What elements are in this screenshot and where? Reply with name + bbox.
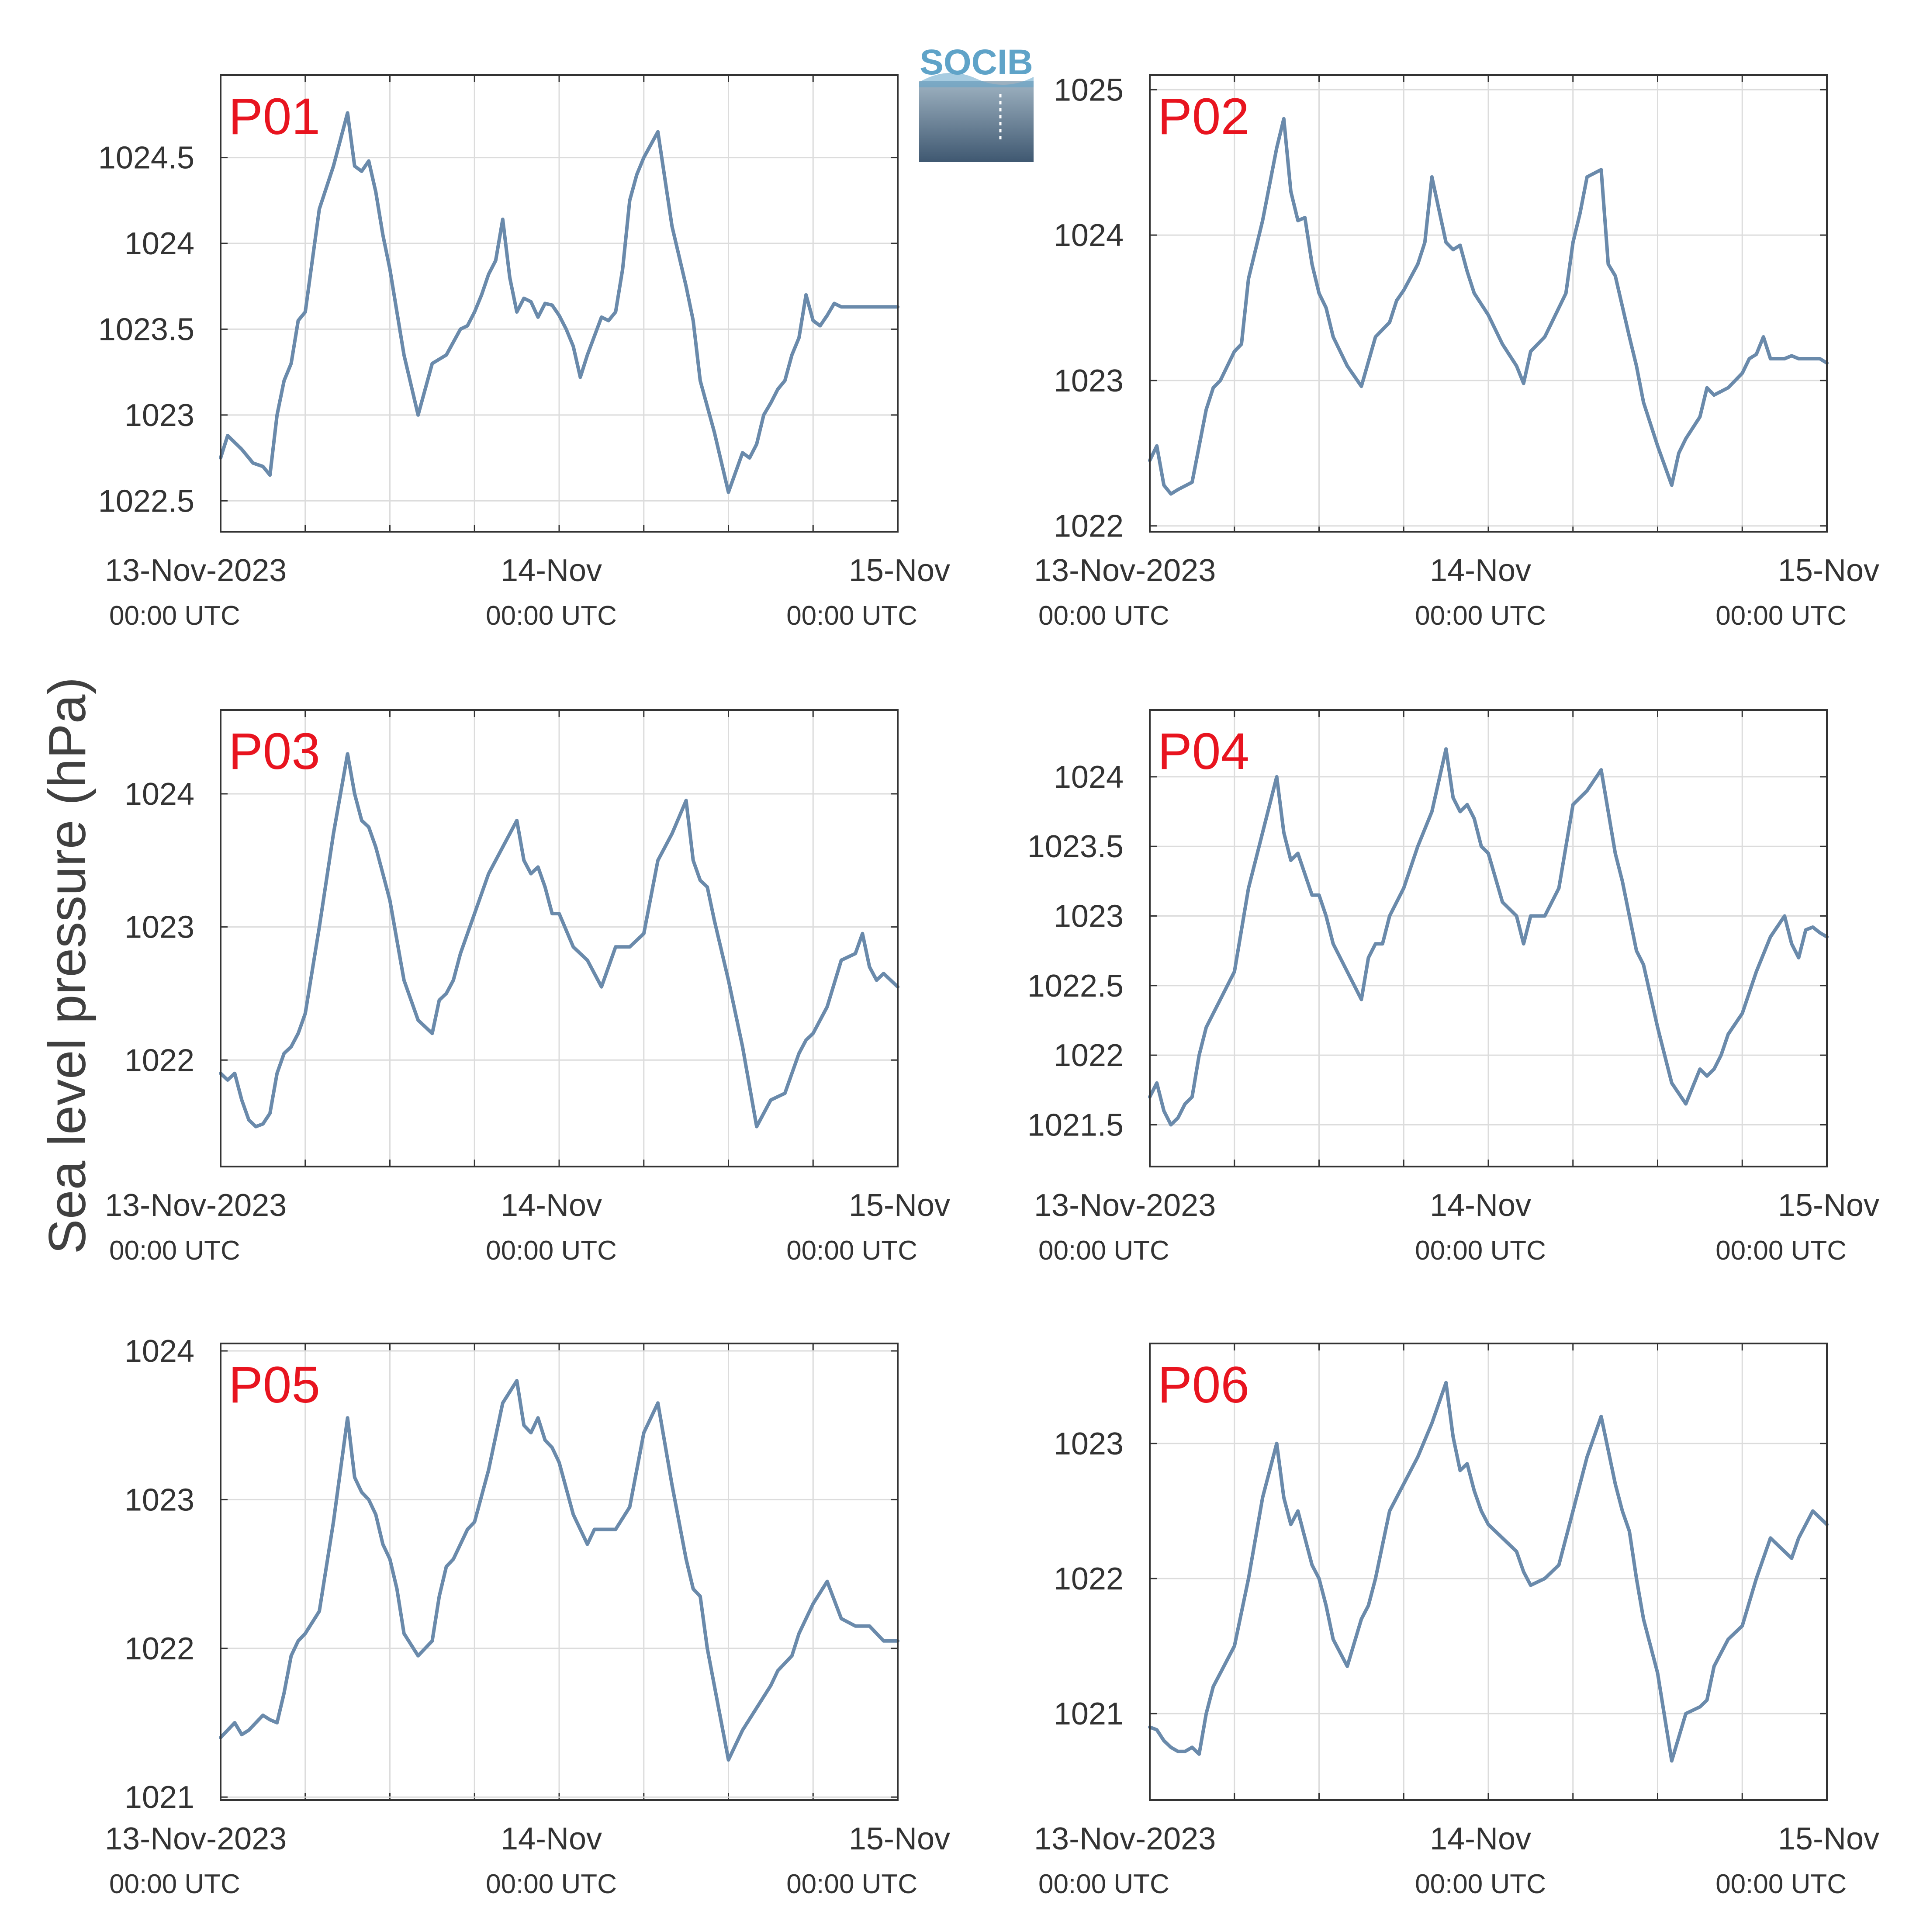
x-tick-sublabel: 00:00 UTC: [486, 1236, 617, 1266]
y-tick-label: 1024: [1054, 218, 1124, 253]
x-tick-sublabel: 00:00 UTC: [486, 1869, 617, 1899]
panel-p05: 1021 1022 1023 1024 13-Nov-2023 00:00 UTC 14-N…: [105, 1334, 950, 1899]
x-tick-sublabel: 00:00 UTC: [1715, 1869, 1847, 1899]
panel-label: P05: [228, 1356, 320, 1414]
panel-label: P03: [228, 723, 320, 780]
series-line: [1148, 1381, 1829, 1763]
series-line: [219, 1379, 899, 1762]
y-tick-label: 1023: [125, 398, 194, 433]
x-tick-sublabel: 00:00 UTC: [786, 601, 917, 631]
x-tick-label: 13-Nov-2023: [105, 553, 287, 588]
y-tick-label: 1023: [125, 910, 194, 945]
x-tick-label: 13-Nov-2023: [1034, 553, 1216, 588]
y-axis-label: Sea level pressure (hPa): [38, 677, 97, 1254]
x-tick-label: 15-Nov: [1778, 1188, 1879, 1223]
series-line: [219, 752, 899, 1129]
y-tick-label: 1023: [125, 1482, 194, 1517]
y-tick-label: 1022: [1054, 509, 1124, 544]
x-tick-sublabel: 00:00 UTC: [1415, 1869, 1546, 1899]
x-tick-label: 15-Nov: [849, 553, 950, 588]
x-tick-label: 15-Nov: [849, 1821, 950, 1856]
x-tick-label: 14-Nov: [501, 553, 602, 588]
socib-logo-wave: [919, 73, 1034, 87]
axes-frame: [1149, 709, 1828, 1167]
y-tick-label: 1021: [1054, 1697, 1124, 1731]
y-tick-label: 1022.5: [1027, 969, 1124, 1004]
x-tick-label: 14-Nov: [501, 1821, 602, 1856]
y-tick-label: 1021: [125, 1780, 194, 1815]
x-tick-label: 14-Nov: [1430, 553, 1531, 588]
y-tick-label: 1024: [125, 777, 194, 812]
socib-logo-text: SOCIB: [920, 42, 1033, 82]
panel-label: P02: [1158, 88, 1249, 145]
axes-frame: [1149, 1343, 1828, 1801]
x-tick-label: 13-Nov-2023: [105, 1821, 287, 1856]
axes-frame: [1149, 74, 1828, 533]
panel-p02: 1022 1023 1024 1025 13-Nov-2023 00:00 UTC 14-N…: [1034, 73, 1879, 631]
y-tick-label: 1021.5: [1027, 1108, 1124, 1143]
x-tick-label: 13-Nov-2023: [105, 1188, 287, 1223]
socib-logo: SOCIB: [919, 42, 1034, 162]
y-tick-label: 1022: [1054, 1562, 1124, 1596]
y-tick-label: 1025: [1054, 73, 1124, 107]
x-tick-sublabel: 00:00 UTC: [1415, 1236, 1546, 1266]
x-tick-label: 13-Nov-2023: [1034, 1821, 1216, 1856]
panel-p03: 1022 1023 1024 13-Nov-2023 00:00 UTC 14-Nov 00…: [105, 709, 950, 1266]
y-tick-label: 1023.5: [1027, 829, 1124, 864]
x-tick-label: 15-Nov: [849, 1188, 950, 1223]
y-tick-label: 1023: [1054, 364, 1124, 398]
y-tick-label: 1023: [1054, 1426, 1124, 1461]
x-tick-sublabel: 00:00 UTC: [1038, 601, 1169, 631]
x-tick-label: 15-Nov: [1778, 1821, 1879, 1856]
series-line: [219, 111, 899, 494]
x-tick-sublabel: 00:00 UTC: [1715, 601, 1847, 631]
y-tick-label: 1022.5: [98, 484, 194, 519]
x-tick-sublabel: 00:00 UTC: [109, 1236, 240, 1266]
axes-frame: [220, 74, 899, 533]
y-tick-label: 1022: [125, 1043, 194, 1078]
panel-p06: 1021 1022 1023 13-Nov-2023 00:00 UTC 14-Nov 00…: [1034, 1343, 1879, 1899]
panel-label: P04: [1158, 723, 1249, 780]
x-tick-label: 14-Nov: [501, 1188, 602, 1223]
y-tick-label: 1022: [125, 1631, 194, 1666]
y-tick-label: 1024: [1054, 760, 1124, 795]
x-tick-sublabel: 00:00 UTC: [786, 1236, 917, 1266]
x-tick-label: 15-Nov: [1778, 553, 1879, 588]
y-tick-label: 1023.5: [98, 312, 194, 347]
x-tick-sublabel: 00:00 UTC: [1415, 601, 1546, 631]
x-tick-label: 13-Nov-2023: [1034, 1188, 1216, 1223]
x-tick-sublabel: 00:00 UTC: [486, 601, 617, 631]
axes-frame: [220, 1343, 899, 1801]
x-tick-label: 14-Nov: [1430, 1821, 1531, 1856]
panel-p04: 1021.5 1022 1022.5 1023 1023.5 1024 13-Nov-202…: [1027, 709, 1879, 1266]
x-tick-sublabel: 00:00 UTC: [109, 601, 240, 631]
x-tick-sublabel: 00:00 UTC: [786, 1869, 917, 1899]
panel-label: P01: [228, 88, 320, 145]
y-tick-label: 1024.5: [98, 141, 194, 176]
x-tick-sublabel: 00:00 UTC: [1038, 1869, 1169, 1899]
x-tick-sublabel: 00:00 UTC: [1715, 1236, 1847, 1266]
panel-label: P06: [1158, 1356, 1249, 1414]
axes-frame: [220, 709, 899, 1167]
series-line: [1148, 747, 1829, 1127]
x-tick-label: 14-Nov: [1430, 1188, 1531, 1223]
y-tick-label: 1022: [1054, 1038, 1124, 1073]
panel-p01: 1022.5 1023 1023.5 1024 1024.5 13-Nov-2023 00:…: [98, 74, 950, 631]
socib-logo-block: [919, 81, 1034, 162]
y-tick-label: 1024: [125, 226, 194, 261]
x-tick-sublabel: 00:00 UTC: [109, 1869, 240, 1899]
y-tick-label: 1023: [1054, 899, 1124, 934]
y-tick-label: 1024: [125, 1334, 194, 1369]
series-line: [1148, 117, 1829, 496]
x-tick-sublabel: 00:00 UTC: [1038, 1236, 1169, 1266]
